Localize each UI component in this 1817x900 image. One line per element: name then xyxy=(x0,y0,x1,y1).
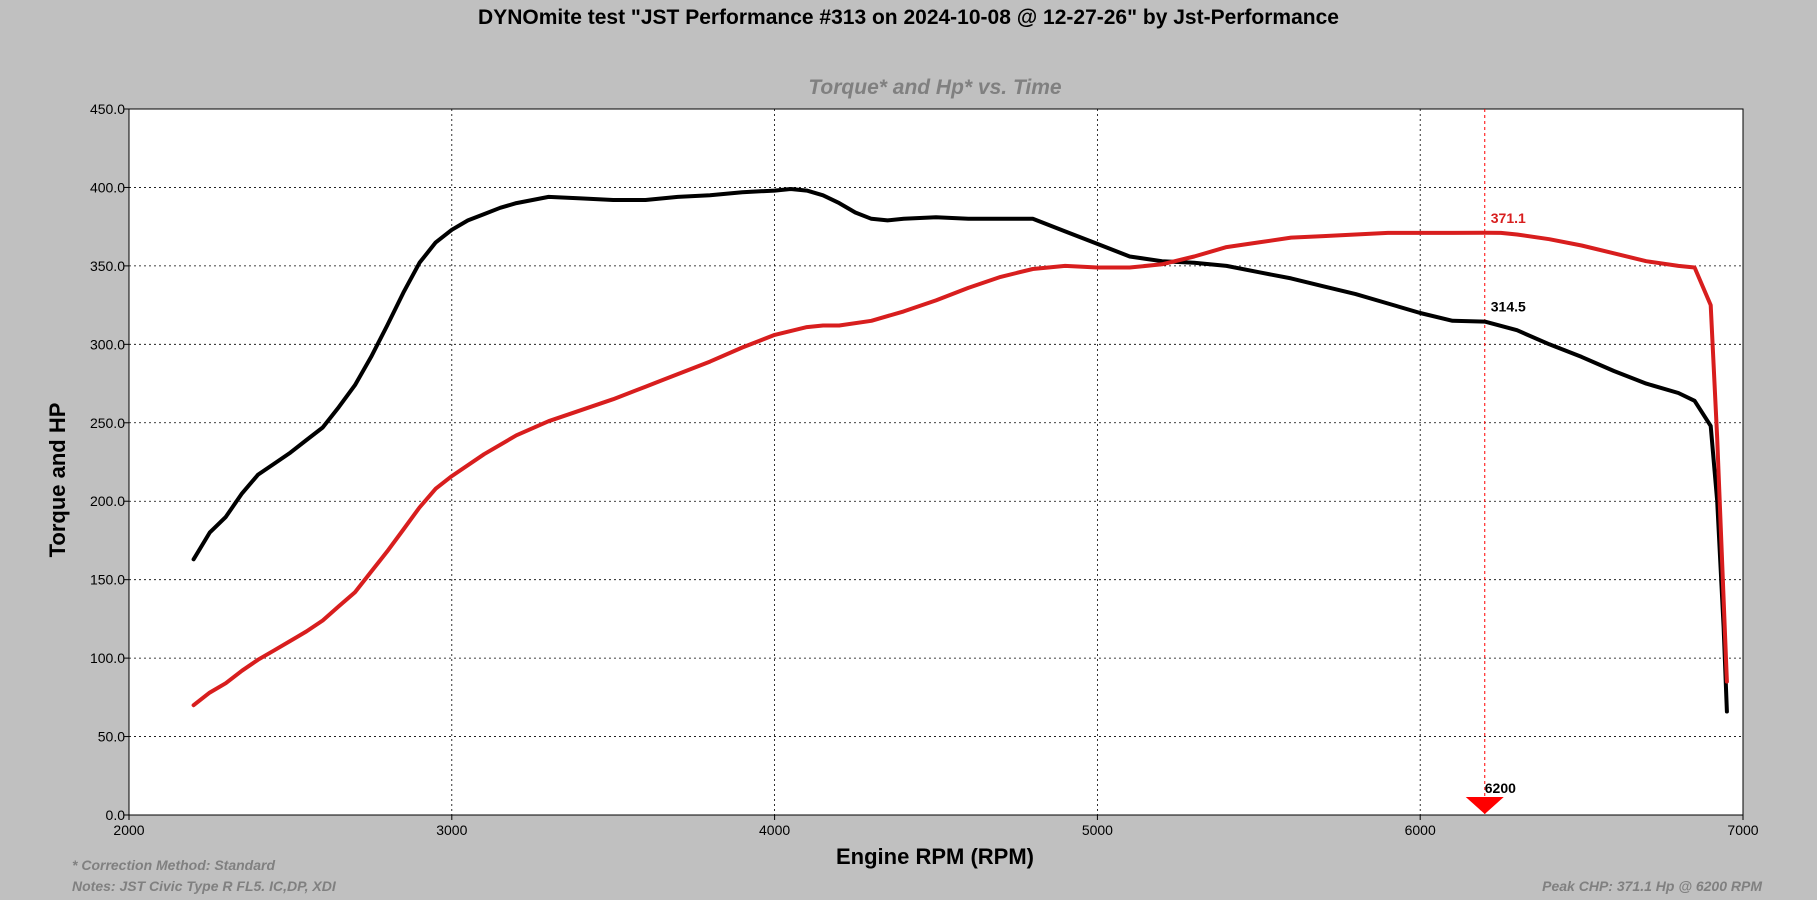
y-tick-label: 250.0 xyxy=(90,415,125,431)
plot-background xyxy=(128,108,1744,816)
torque-value-label: 314.5 xyxy=(1491,299,1526,315)
x-axis-label: Engine RPM (RPM) xyxy=(836,844,1034,869)
y-tick-label: 0.0 xyxy=(106,807,126,823)
chart-subtitle: Torque* and Hp* vs. Time xyxy=(808,76,1062,99)
rpm-marker-triangle xyxy=(1465,797,1504,814)
x-tick-label: 6000 xyxy=(1405,822,1436,838)
rpm-marker-label: 6200 xyxy=(1485,780,1516,796)
hp-curve xyxy=(191,230,1729,708)
x-tick-label: 4000 xyxy=(759,822,790,838)
chart-title: DYNOmite test "JST Performance #313 on 2… xyxy=(478,6,1339,29)
y-tick-label: 100.0 xyxy=(90,650,125,666)
x-tick-label: 7000 xyxy=(1727,822,1758,838)
x-tick-label: 2000 xyxy=(113,822,144,838)
y-tick-label: 200.0 xyxy=(90,493,125,509)
y-tick-label: 400.0 xyxy=(90,179,125,195)
hp-peak-value-label: 371.1 xyxy=(1491,210,1526,226)
torque-curve xyxy=(191,187,1729,714)
correction-method-note: * Correction Method: Standard xyxy=(72,857,276,873)
y-tick-label: 350.0 xyxy=(90,258,125,274)
y-tick-label: 300.0 xyxy=(90,336,125,352)
notes-text: Notes: JST Civic Type R FL5. IC,DP, XDI xyxy=(72,878,336,894)
y-tick-label: 150.0 xyxy=(90,572,125,588)
y-tick-label: 50.0 xyxy=(98,729,125,745)
peak-chp-note: Peak CHP: 371.1 Hp @ 6200 RPM xyxy=(1542,878,1762,894)
y-tick-label: 450.0 xyxy=(90,101,125,117)
x-tick-label: 5000 xyxy=(1082,822,1113,838)
x-tick-label: 3000 xyxy=(436,822,467,838)
